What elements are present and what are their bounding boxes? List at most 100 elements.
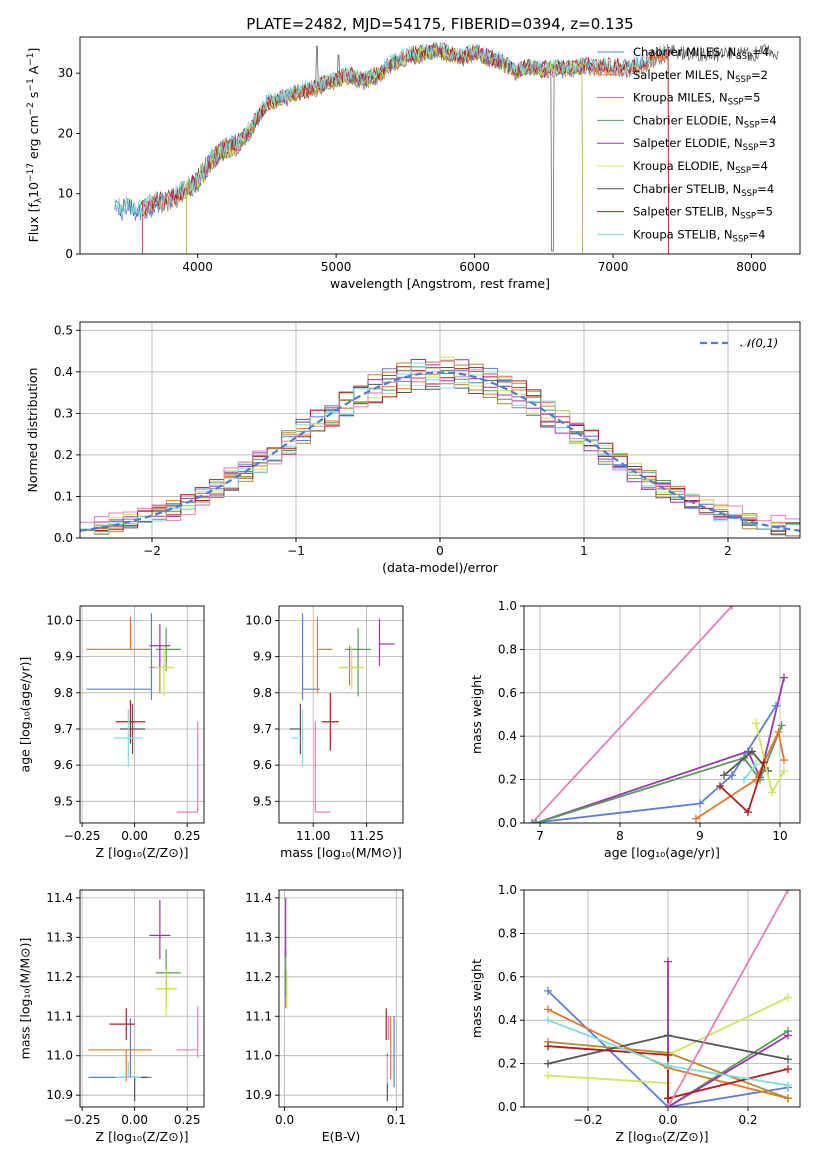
- errorbar-point: [314, 721, 331, 813]
- errorbar-point: [115, 700, 146, 744]
- legend-nssp-subscript: SSP: [733, 234, 749, 244]
- y-tick-label: 9.6: [253, 758, 272, 772]
- normal-reference-curve: [80, 371, 800, 532]
- x-tick-label: 2: [724, 544, 732, 558]
- y-tick-label: 11.3: [46, 930, 73, 944]
- axes-frame: [523, 889, 801, 1108]
- y-tick-label: 9.6: [54, 758, 73, 772]
- x-tick-label: 0.0: [658, 1113, 677, 1127]
- mass-weight-marker: [752, 719, 760, 728]
- mass-weight-line: [531, 606, 733, 823]
- x-tick-label: 0.1: [387, 1113, 406, 1127]
- mass-weight-marker: [784, 1055, 792, 1064]
- y-tick-label: 0.4: [498, 729, 517, 743]
- mass-weight-marker: [532, 819, 540, 823]
- legend-nssp-subscript: SSP: [736, 52, 752, 62]
- legend-entry: Kroupa STELIB, NSSP=4: [633, 227, 765, 244]
- legend-series-name: Chabrier MILES: [633, 45, 720, 59]
- y-tick-label: 9.5: [253, 794, 272, 808]
- y-tick-label: 0.1: [54, 489, 73, 503]
- legend-nssp-prefix: , N: [724, 205, 740, 219]
- panel-mass_vs_Z: −0.25 0.00 0.25 10.9 11.0 11.1 11.2 11.3 11.4 Z […: [18, 889, 205, 1144]
- axes-frame: [523, 605, 801, 824]
- mass-weight-marker: [664, 1103, 672, 1107]
- panel-age_vs_mass: 11.00 11.25 9.5 9.6 9.7 9.8 9.9 10.0 mass [log₁₀…: [245, 605, 404, 860]
- mass-weight-marker: [528, 819, 536, 823]
- mass-weight-marker: [784, 1081, 792, 1090]
- mass-weight-marker: [760, 758, 768, 767]
- mass-weight-marker: [544, 1016, 552, 1025]
- y-tick-label: 0.2: [498, 773, 517, 787]
- mass-weight-marker: [544, 986, 552, 995]
- legend-nssp-value: 4: [767, 182, 774, 196]
- panel-weight_vs_age: 7 8 9 10 0.0 0.2 0.4 0.6 0.8 1.0 age [log₁₀(age/yr…: [469, 599, 801, 860]
- errorbar-point: [115, 1061, 141, 1079]
- x-tick-label: 0: [436, 544, 444, 558]
- mass-weight-marker: [772, 701, 780, 710]
- y-tick-label: 0.0: [498, 816, 517, 830]
- y-tick-label: 10.9: [46, 1088, 73, 1102]
- y-tick-label: 10: [58, 187, 73, 201]
- y-tick-label: 0: [65, 247, 73, 261]
- y-tick-label: 30: [58, 66, 73, 80]
- plot-area: [279, 890, 403, 1107]
- y-tick-label: 11.4: [46, 891, 73, 905]
- legend-entry: Kroupa ELODIE, NSSP=4: [633, 159, 768, 176]
- errorbar-point: [176, 1006, 199, 1058]
- errorbar-point: [291, 709, 304, 767]
- spectrum-line: [186, 44, 583, 254]
- errorbar-point: [113, 709, 144, 767]
- y-tick-label: 0.4: [54, 365, 73, 379]
- errorbar-point: [149, 899, 171, 960]
- y-tick-label: 0.6: [498, 970, 517, 984]
- legend-nssp-eq: =: [760, 113, 770, 127]
- legend-nssp-value: 4: [769, 113, 776, 127]
- mass-weight-marker: [664, 1050, 672, 1059]
- x-tick-label: 7000: [598, 260, 629, 274]
- y-tick-label: 9.5: [54, 794, 73, 808]
- plot-area: [524, 890, 800, 1107]
- legend-nssp-prefix: , N: [717, 227, 733, 241]
- x-tick-label: 5000: [321, 260, 352, 274]
- mass-weight-marker: [720, 771, 728, 780]
- axes-frame: [79, 321, 801, 539]
- legend-nssp-prefix: , N: [719, 159, 735, 173]
- errorbar-point: [119, 703, 146, 755]
- spectrum-line: [186, 45, 583, 254]
- y-tick-label: 0.0: [498, 1100, 517, 1114]
- panel-mass_vs_ebv: 0.0 0.1 10.9 11.0 11.1 11.2 11.3 11.4 E(B-V): [245, 889, 406, 1144]
- errorbar-point: [88, 1018, 152, 1079]
- figure-title: PLATE=2482, MJD=54175, FIBERID=0394, z=0…: [246, 15, 633, 33]
- legend-nssp-subscript: SSP: [741, 189, 757, 199]
- y-tick-label: 9.7: [54, 722, 73, 736]
- y-tick-label: 0.8: [498, 642, 517, 656]
- legend-nssp-prefix: , N: [727, 136, 743, 150]
- x-tick-label: 6000: [459, 260, 490, 274]
- mass-weight-marker: [784, 1065, 792, 1074]
- axes-frame: [278, 605, 404, 824]
- mass-weight-marker: [780, 766, 788, 775]
- panel-spectrum: 4000 5000 6000 7000 8000 0 10 20 30 wavelength [A…: [58, 36, 801, 291]
- x-tick-label: −0.25: [64, 829, 101, 843]
- y-tick-label: 1.0: [498, 599, 517, 613]
- x-axis-label: (data-model)/error: [382, 560, 499, 575]
- plot-area: [524, 606, 800, 823]
- axes-frame: [278, 889, 404, 1108]
- x-tick-label: −2: [143, 544, 161, 558]
- legend-entry: Chabrier STELIB, NSSP=4: [633, 182, 774, 199]
- x-axis-label: mass [log₁₀(M/M⊙)]: [280, 845, 402, 860]
- y-tick-label: 9.9: [54, 650, 73, 664]
- errorbar-point: [149, 624, 171, 668]
- mass-weight-marker: [784, 993, 792, 1002]
- legend-nssp-value: 4: [762, 45, 769, 59]
- y-tick-label: 20: [58, 126, 73, 140]
- panel-age_vs_Z: −0.25 0.00 0.25 9.5 9.6 9.7 9.8 9.9 10.0 Z [log₁₀…: [18, 605, 205, 860]
- y-axis-label: Flux [fλ10−17 erg cm−2 s−1 A−1]: [26, 48, 44, 243]
- legend-nssp-prefix: , N: [719, 68, 735, 82]
- x-tick-label: 4000: [182, 260, 213, 274]
- mass-weight-marker: [784, 1031, 792, 1040]
- legend-nssp-eq: =: [743, 91, 753, 105]
- legend-series-name: Kroupa MILES: [633, 91, 712, 105]
- mass-weight-marker: [768, 788, 776, 797]
